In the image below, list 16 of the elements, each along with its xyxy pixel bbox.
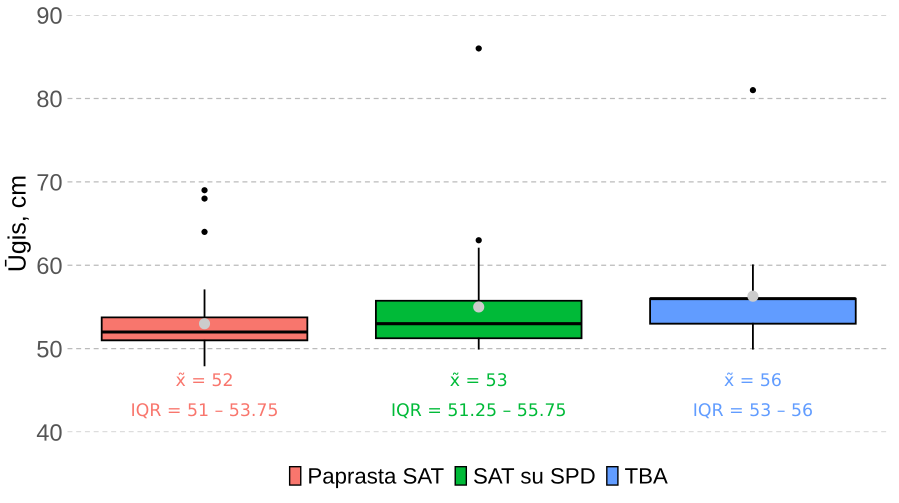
y-tick-label: 70 bbox=[38, 174, 62, 191]
legend-label: TBA bbox=[625, 468, 668, 484]
annotation: IQR = 51.25 – 55.75 bbox=[392, 403, 565, 418]
annotation: x̃ = 56 bbox=[724, 372, 781, 386]
y-axis-title: Ūgis, cm bbox=[4, 176, 31, 270]
y-tick-label: 40 bbox=[36, 424, 62, 441]
y-tick-label: 80 bbox=[37, 90, 62, 108]
y-tick-label: 90 bbox=[37, 7, 62, 24]
legend-label: SAT su SPD bbox=[474, 468, 595, 484]
annotation: x̃ = 53 bbox=[450, 372, 506, 386]
annotation: IQR = 53 – 56 bbox=[694, 403, 812, 418]
y-tick-label: 50 bbox=[37, 340, 62, 358]
y-tick-label: 60 bbox=[38, 257, 62, 274]
annotation: x̃ = 52 bbox=[176, 372, 232, 386]
annotation: IQR = 51 – 53.75 bbox=[132, 403, 277, 418]
legend-label: Paprasta SAT bbox=[309, 468, 444, 488]
